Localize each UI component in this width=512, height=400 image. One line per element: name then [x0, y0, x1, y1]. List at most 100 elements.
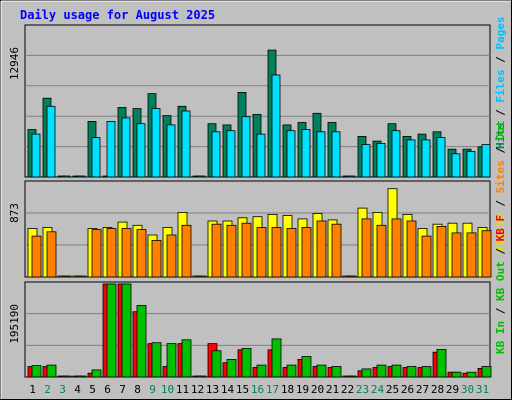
bar-files — [151, 108, 161, 178]
bar-files — [166, 124, 176, 178]
chart-title: Daily usage for August 2025 — [20, 8, 215, 22]
bar-sites — [451, 232, 462, 278]
bar-kb-out — [241, 347, 252, 378]
panel-frame — [24, 281, 491, 378]
x-tick-label: 15 — [236, 383, 249, 396]
bar-files — [271, 74, 281, 178]
bar-sites — [436, 225, 447, 278]
bar-sites — [106, 228, 117, 278]
bar-sites — [166, 234, 177, 278]
x-tick-label: 19 — [296, 383, 309, 396]
bar-sites — [406, 220, 417, 278]
bar-files — [91, 137, 101, 178]
x-tick-label: 9 — [149, 383, 156, 396]
x-tick-label: 24 — [371, 383, 385, 396]
bar-sites — [316, 220, 327, 278]
bar-kb-out — [271, 338, 282, 378]
bar-sites — [121, 228, 132, 278]
legend-entry: Hits — [494, 123, 507, 150]
bar-kb-out — [346, 375, 357, 378]
legend-entry: / — [494, 241, 507, 261]
bar-files — [466, 151, 476, 178]
bar-files — [481, 144, 491, 178]
bar-files — [241, 116, 251, 178]
bar-kb-out — [91, 369, 102, 378]
bar-files — [31, 133, 41, 178]
x-tick-label: 22 — [341, 383, 354, 396]
bar-kb-out — [421, 366, 432, 378]
bar-kb-out — [466, 371, 477, 378]
bar-sites — [256, 227, 267, 278]
bar-sites — [421, 235, 432, 278]
x-tick-label: 11 — [176, 383, 189, 396]
x-tick-label: 10 — [161, 383, 174, 396]
bar-kb-out — [31, 365, 42, 378]
x-tick-label: 2 — [44, 383, 51, 396]
bar-sites — [376, 224, 387, 278]
x-tick-label: 13 — [206, 383, 219, 396]
x-tick-label: 8 — [134, 383, 141, 396]
bar-kb-out — [226, 358, 237, 378]
bar-kb-out — [436, 348, 447, 378]
bar-files — [346, 175, 356, 178]
legend-entry: / — [494, 193, 507, 213]
bar-files — [76, 175, 86, 178]
x-tick-label: 29 — [446, 383, 459, 396]
bar-sites — [271, 227, 282, 278]
x-tick-label: 26 — [401, 383, 414, 396]
bar-kb-out — [151, 342, 162, 378]
bar-sites — [136, 229, 147, 278]
bar-kb-out — [286, 364, 297, 378]
bar-sites — [466, 232, 477, 278]
legend-entry: / — [494, 50, 507, 70]
bar-kb-out — [61, 375, 72, 378]
bar-files — [361, 144, 371, 178]
bar-kb-out — [406, 366, 417, 378]
bar-sites — [241, 222, 252, 278]
bar-files — [376, 142, 386, 178]
x-tick-label: 27 — [416, 383, 429, 396]
bar-files — [451, 153, 461, 178]
legend-entry: / — [494, 301, 507, 321]
bar-files — [256, 133, 266, 178]
bar-kb-out — [451, 371, 462, 378]
bar-sites — [226, 224, 237, 278]
bar-sites — [91, 229, 102, 278]
bar-sites — [31, 235, 42, 278]
x-tick-label: 3 — [59, 383, 66, 396]
legend-entry: Sites — [494, 160, 507, 193]
x-tick-label: 7 — [119, 383, 126, 396]
bar-files — [121, 117, 131, 178]
bar-files — [406, 139, 416, 178]
panel-max-label: 195190 — [8, 304, 21, 344]
legend-entry: Pages — [494, 17, 507, 50]
bar-sites — [346, 275, 357, 278]
legend-entry: Visits — [494, 213, 507, 253]
bar-files — [181, 110, 191, 178]
legend-entry: Files — [494, 70, 507, 103]
bar-kb-out — [76, 375, 87, 378]
legend-entry: KB Out — [494, 261, 507, 301]
bar-kb-out — [136, 305, 147, 378]
bar-kb-out — [376, 364, 387, 378]
bar-sites — [481, 230, 492, 278]
bar-sites — [211, 223, 222, 278]
bar-kb-out — [331, 366, 342, 378]
chart-panels: 12946 Hits / Files / Pages 873 Visits / Sit… — [8, 17, 507, 378]
bar-kb-out — [181, 339, 192, 378]
panel-top: 12946 Hits / Files / Pages — [8, 17, 507, 178]
bar-files — [196, 175, 206, 178]
bar-sites — [196, 275, 207, 278]
bar-sites — [151, 239, 162, 278]
bar-kb-out — [481, 366, 492, 378]
x-tick-label: 25 — [386, 383, 399, 396]
bar-files — [226, 130, 236, 178]
bar-files — [391, 130, 401, 178]
bar-kb-out — [196, 375, 207, 378]
x-tick-label: 6 — [104, 383, 111, 396]
panel-middle: 873 Visits / Sites / Out — [8, 121, 507, 278]
panel-max-label: 12946 — [8, 47, 21, 80]
bar-files — [286, 130, 296, 178]
x-axis-labels: 1 2 3 4 5 6 7 8 9 10 11 12 13 14 15 16 17 18 19 20 21 22 23 24 2… — [29, 383, 489, 396]
